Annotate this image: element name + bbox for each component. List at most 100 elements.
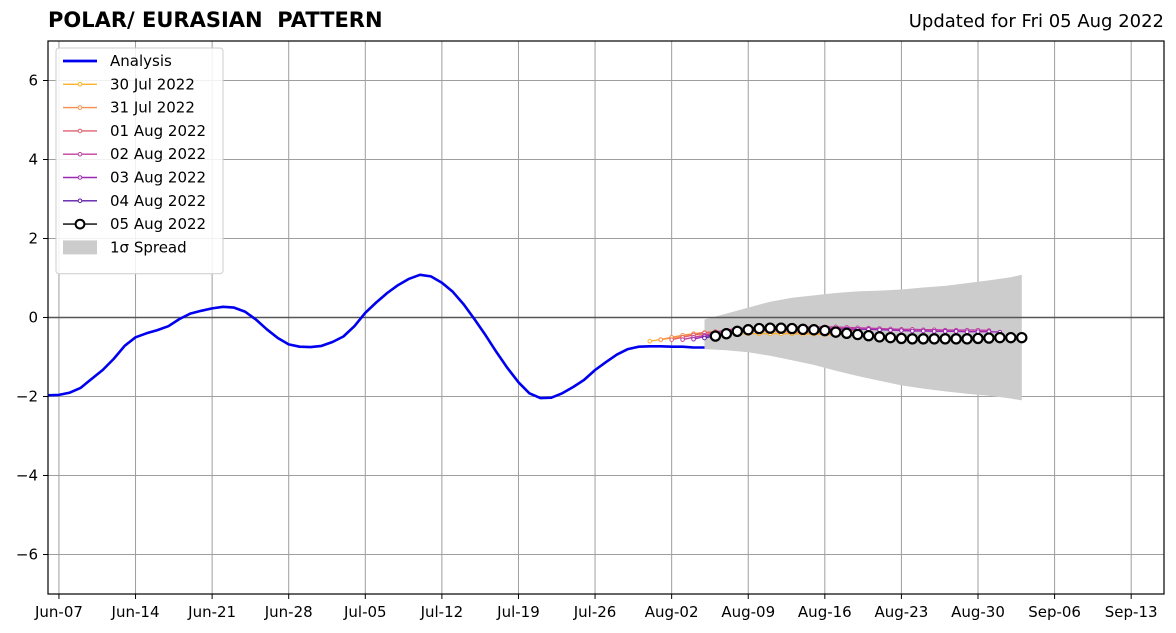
forecast-point — [819, 324, 831, 337]
x-tick-label: Jun-28 — [264, 603, 313, 621]
legend-label: 04 Aug 2022 — [110, 192, 206, 210]
y-tick-label: 4 — [28, 151, 38, 169]
x-axis-ticks: Jun-07 Jun-14 Jun-21 Jun-28 Jul-05 Jul-12 Jul-… — [34, 594, 1158, 621]
x-tick-label: Sep-13 — [1105, 603, 1158, 621]
forecast-series — [647, 322, 1028, 345]
legend-entry: 04 Aug 2022 — [63, 192, 206, 210]
legend-entry: 05 Aug 2022 — [63, 215, 206, 233]
forecast-point — [1005, 331, 1017, 344]
forecast-point — [917, 333, 929, 345]
legend: Analysis 30 Jul 2022 31 Jul 2022 01 Aug 202… — [55, 47, 224, 275]
forecast-point — [753, 322, 765, 335]
legend-label: 31 Jul 2022 — [110, 99, 195, 117]
forecast-point — [950, 333, 962, 345]
forecast-point — [983, 332, 995, 344]
forecast-point — [906, 333, 919, 345]
updated-date: Updated for Fri 05 Aug 2022 — [908, 11, 1164, 32]
forecast-point — [953, 329, 959, 334]
forecast-point — [928, 333, 940, 345]
forecast-point — [764, 322, 776, 334]
forecast-point — [808, 324, 820, 336]
legend-entry: 31 Jul 2022 — [63, 99, 195, 117]
forecast-point — [994, 331, 1006, 344]
x-tick-label: Jul-19 — [496, 603, 540, 621]
forecast-point — [895, 332, 908, 345]
forecast-point — [899, 328, 904, 333]
x-tick-label: Jul-05 — [343, 603, 387, 621]
legend-marker — [77, 105, 83, 110]
forecast-point — [972, 332, 984, 345]
legend-label: 01 Aug 2022 — [110, 122, 206, 140]
legend-box — [55, 47, 224, 275]
forecast-point — [742, 324, 754, 336]
forecast-point — [873, 331, 886, 343]
legend-label: 05 Aug 2022 — [110, 215, 206, 233]
y-axis-ticks: −6 −4 −2 0 2 4 6 — [16, 72, 48, 564]
x-tick-label: Aug-16 — [798, 603, 852, 621]
forecast-point — [797, 323, 809, 336]
forecast-point — [680, 337, 685, 342]
legend-entry: 30 Jul 2022 — [63, 75, 195, 93]
x-tick-label: Aug-09 — [721, 603, 775, 621]
legend-entry: 02 Aug 2022 — [63, 145, 206, 163]
forecast-05-aug-2022 — [709, 322, 1028, 345]
forecast-point — [658, 337, 664, 342]
legend-entry: 03 Aug 2022 — [63, 169, 206, 187]
legend-label: 03 Aug 2022 — [110, 169, 206, 187]
legend-marker — [77, 175, 83, 180]
legend-swatch — [63, 240, 97, 255]
forecast-point — [939, 333, 951, 345]
x-tick-label: Sep-06 — [1028, 603, 1081, 621]
forecast-point — [830, 326, 842, 338]
forecast-point — [910, 328, 915, 334]
forecast-point — [775, 322, 787, 334]
legend-marker — [77, 128, 83, 134]
x-tick-label: Aug-23 — [875, 603, 929, 621]
y-tick-label: 6 — [28, 72, 38, 90]
forecast-point — [961, 333, 973, 345]
forecast-point — [862, 329, 875, 342]
y-tick-label: −2 — [16, 388, 38, 406]
spread-band — [704, 274, 1022, 401]
y-tick-label: 2 — [28, 230, 38, 248]
forecast-point — [851, 328, 864, 341]
forecast-point — [888, 327, 893, 333]
forecast-point — [920, 328, 926, 334]
legend-entry: 01 Aug 2022 — [63, 122, 206, 140]
x-tick-label: Jul-12 — [420, 603, 464, 621]
forecast-point — [669, 337, 674, 342]
forecast-point — [702, 335, 707, 341]
legend-marker — [77, 151, 83, 157]
legend-entry: Analysis — [63, 52, 172, 70]
y-tick-label: 0 — [28, 309, 38, 327]
analysis-series — [47, 273, 705, 400]
legend-label: Analysis — [110, 52, 172, 70]
spread-band-area — [704, 274, 1022, 401]
forecast-point — [720, 327, 733, 340]
forecast-point — [931, 329, 937, 334]
forecast-point — [691, 336, 696, 342]
legend-label: 02 Aug 2022 — [110, 145, 206, 163]
x-tick-label: Jun-21 — [187, 603, 236, 621]
forecast-point — [942, 329, 948, 334]
forecast-point — [1016, 331, 1028, 344]
analysis-line — [47, 273, 705, 400]
forecast-point — [647, 338, 653, 344]
forecast-point — [964, 329, 970, 335]
forecast-point — [786, 322, 798, 335]
x-tick-label: Jun-07 — [34, 603, 83, 621]
y-tick-label: −6 — [16, 546, 38, 564]
forecast-point — [841, 327, 853, 339]
legend-label: 1σ Spread — [110, 238, 187, 256]
y-tick-label: −4 — [16, 467, 38, 485]
legend-label: 30 Jul 2022 — [110, 75, 195, 93]
forecast-point — [709, 330, 722, 342]
x-tick-label: Aug-02 — [645, 603, 699, 621]
chart-title: POLAR/ EURASIAN PATTERN — [48, 8, 383, 32]
x-tick-label: Jun-14 — [111, 603, 160, 621]
forecast-point — [884, 331, 897, 344]
forecast-point — [877, 327, 882, 333]
legend-entry: 1σ Spread — [63, 238, 187, 256]
x-tick-label: Jul-26 — [573, 603, 617, 621]
